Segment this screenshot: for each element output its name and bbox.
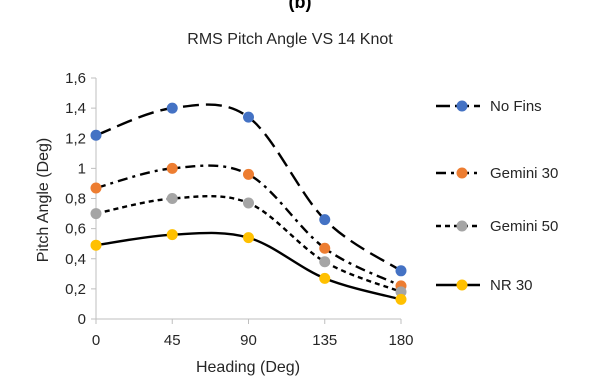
data-point-gemini-50 [243,197,254,209]
data-point-nr-30 [166,229,178,241]
data-point-no-fins [243,111,254,123]
y-tick-label: 0,2 [65,281,86,298]
legend-label: Gemini 50 [490,218,558,235]
data-point-nr-30 [90,239,102,251]
data-point-gemini-50 [166,193,178,204]
y-tick-label: 1 [78,160,86,177]
legend-marker [456,100,468,112]
panel-label: (b) [289,0,312,12]
y-tick-label: 1,2 [65,130,86,147]
legend-label: NR 30 [490,277,533,294]
legend-entry-gemini-30: Gemini 30 [436,165,558,182]
y-tick-label: 0,8 [65,191,86,208]
x-tick-label: 45 [164,332,181,349]
y-tick-label: 0 [78,311,86,328]
legend-marker [456,167,468,179]
data-point-gemini-50 [319,256,331,268]
chart-title: RMS Pitch Angle VS 14 Knot [187,31,393,48]
x-tick-label: 135 [312,332,337,349]
data-point-gemini-30 [319,242,331,254]
series-line-gemini-30 [95,164,402,287]
data-point-no-fins [319,214,331,226]
x-axis-title: Heading (Deg) [196,359,300,376]
legend-label: No Fins [490,98,542,115]
series-points [90,102,407,305]
data-point-no-fins [90,129,102,141]
y-axis-title: Pitch Angle (Deg) [35,138,52,263]
legend-label: Gemini 30 [490,165,558,182]
data-point-nr-30 [243,232,254,244]
data-point-no-fins [166,102,178,114]
data-point-gemini-30 [166,162,178,174]
data-point-gemini-50 [90,208,102,220]
legend-entry-gemini-50: Gemini 50 [436,218,558,235]
data-point-no-fins [395,265,407,277]
series-line-no-fins [95,103,402,272]
y-tick-label: 0,4 [65,251,86,268]
legend: No Fins Gemini 30 Gemini 50 NR 30 [436,98,558,294]
x-tick-label: 0 [92,332,100,349]
legend-marker [456,279,468,291]
data-point-gemini-30 [90,182,102,194]
data-point-gemini-50 [395,286,407,298]
x-tick-label: 90 [240,332,257,349]
legend-entry-no-fins: No Fins [436,98,542,115]
y-tick-label: 1,6 [65,70,86,87]
x-axis-ticks: 0 45 90 135 180 [92,319,414,349]
plot-area: 0 0,2 0,4 0,6 0,8 1 1,2 1,4 1,6 0 45 90 135 180 [65,70,413,349]
data-point-nr-30 [395,293,407,305]
y-tick-label: 1,4 [65,100,86,117]
y-axis-ticks: 0 0,2 0,4 0,6 0,8 1 1,2 1,4 1,6 [65,70,96,328]
y-tick-label: 0,6 [65,221,86,238]
data-point-nr-30 [319,272,331,284]
data-point-gemini-30 [243,168,254,180]
legend-entry-nr-30: NR 30 [436,277,533,294]
x-tick-label: 180 [388,332,413,349]
legend-marker [456,220,468,232]
